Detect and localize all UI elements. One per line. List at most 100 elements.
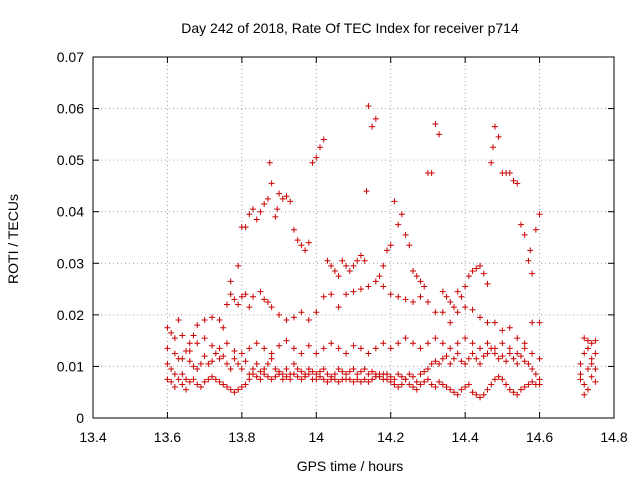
data-point-marker	[592, 366, 599, 373]
data-point-marker	[503, 358, 510, 365]
data-point-marker	[294, 237, 301, 244]
data-point-marker	[257, 288, 264, 295]
data-point-marker	[395, 221, 402, 228]
data-point-marker	[372, 345, 379, 352]
data-point-marker	[350, 378, 357, 385]
data-point-marker	[529, 366, 536, 373]
data-point-marker	[395, 293, 402, 300]
data-point-marker	[506, 386, 513, 393]
y-tick-label: 0	[76, 410, 84, 426]
data-point-marker	[197, 360, 204, 367]
data-point-marker	[584, 366, 591, 373]
data-point-marker	[305, 342, 312, 349]
data-point-marker	[525, 360, 532, 367]
data-point-marker	[417, 381, 424, 388]
data-point-marker	[317, 144, 324, 151]
data-point-marker	[413, 378, 420, 385]
data-point-marker	[529, 350, 536, 357]
data-point-marker	[402, 231, 409, 238]
y-tick-label: 0.07	[57, 49, 84, 65]
data-point-marker	[402, 376, 409, 383]
data-point-marker	[484, 386, 491, 393]
data-point-marker	[261, 296, 268, 303]
data-point-marker	[194, 381, 201, 388]
data-point-marker	[462, 304, 469, 311]
data-point-marker	[305, 371, 312, 378]
data-point-marker	[462, 384, 469, 391]
data-point-marker	[410, 373, 417, 380]
data-point-marker	[253, 360, 260, 367]
data-points	[164, 102, 599, 401]
data-point-marker	[529, 378, 536, 385]
data-point-marker	[235, 386, 242, 393]
data-point-marker	[328, 291, 335, 298]
plot-frame	[92, 56, 615, 419]
data-point-marker	[525, 257, 532, 264]
data-point-marker	[588, 373, 595, 380]
data-point-marker	[201, 335, 208, 342]
data-point-marker	[387, 378, 394, 385]
data-point-marker	[443, 384, 450, 391]
data-point-marker	[331, 376, 338, 383]
data-point-marker	[220, 353, 227, 360]
data-point-marker	[495, 373, 502, 380]
data-point-marker	[261, 345, 268, 352]
data-point-marker	[417, 371, 424, 378]
data-point-marker	[309, 368, 316, 375]
data-point-marker	[335, 304, 342, 311]
data-point-marker	[577, 371, 584, 378]
data-point-marker	[517, 353, 524, 360]
data-point-marker	[268, 350, 275, 357]
data-point-marker	[454, 309, 461, 316]
data-point-marker	[272, 366, 279, 373]
data-point-marker	[372, 115, 379, 122]
data-point-marker	[510, 355, 517, 362]
data-point-marker	[387, 373, 394, 380]
data-point-marker	[264, 298, 271, 305]
data-point-marker	[287, 376, 294, 383]
data-point-marker	[324, 378, 331, 385]
data-point-marker	[279, 195, 286, 202]
data-point-marker	[209, 342, 216, 349]
data-point-marker	[484, 280, 491, 287]
data-point-marker	[365, 102, 372, 109]
data-point-marker	[298, 350, 305, 357]
data-point-marker	[335, 345, 342, 352]
data-point-marker	[387, 242, 394, 249]
data-point-marker	[305, 239, 312, 246]
data-point-marker	[447, 345, 454, 352]
data-point-marker	[179, 332, 186, 339]
data-point-marker	[320, 136, 327, 143]
data-point-marker	[354, 257, 361, 264]
data-point-marker	[339, 257, 346, 264]
data-point-marker	[350, 288, 357, 295]
data-point-marker	[592, 378, 599, 385]
data-point-marker	[283, 366, 290, 373]
axis-ticks	[92, 56, 615, 419]
data-point-marker	[205, 360, 212, 367]
y-tick-label: 0.05	[57, 152, 84, 168]
data-point-marker	[588, 340, 595, 347]
x-tick-label: 13.4	[79, 429, 106, 445]
data-point-marker	[283, 337, 290, 344]
data-point-marker	[592, 337, 599, 344]
data-point-marker	[447, 386, 454, 393]
data-point-marker	[179, 371, 186, 378]
data-point-marker	[514, 360, 521, 367]
data-point-marker	[246, 304, 253, 311]
data-point-marker	[432, 358, 439, 365]
data-point-marker	[331, 268, 338, 275]
data-point-marker	[168, 378, 175, 385]
data-point-marker	[343, 291, 350, 298]
data-point-marker	[242, 358, 249, 365]
data-point-marker	[491, 376, 498, 383]
data-point-marker	[424, 376, 431, 383]
data-point-marker	[506, 324, 513, 331]
data-point-marker	[171, 384, 178, 391]
data-point-marker	[450, 355, 457, 362]
data-point-marker	[320, 293, 327, 300]
data-point-marker	[216, 345, 223, 352]
data-point-marker	[450, 304, 457, 311]
data-point-marker	[268, 355, 275, 362]
